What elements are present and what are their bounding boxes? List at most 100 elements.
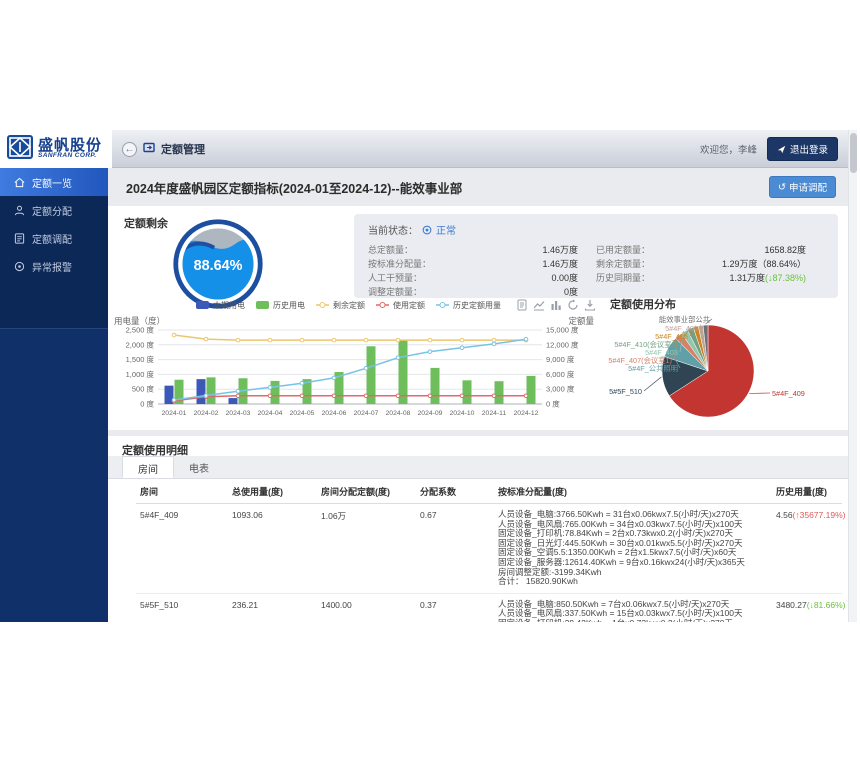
overview-card: 定额剩余 88.64% [108, 206, 848, 430]
quota-remaining-gauge: 88.64% [170, 216, 266, 312]
quota-detail-table: 房间 总使用量(度) 房间分配定额(度) 分配系数 按标准分配量(度) 历史用量… [136, 480, 845, 622]
logo-text-en: SANFRAN CORP. [38, 152, 97, 160]
cell-total: 1093.06 [228, 503, 317, 594]
cell-alloc: 1.06万 [317, 503, 416, 594]
svg-text:2024-10: 2024-10 [450, 410, 475, 417]
scrollbar-thumb[interactable] [850, 133, 857, 173]
sidebar-item-quota-overview[interactable]: 定额一览 [0, 168, 108, 196]
sidebar-item-quota-adjustment[interactable]: 定额调配 [0, 224, 108, 252]
cell-coef: 0.37 [416, 593, 494, 622]
cell-coef: 0.67 [416, 503, 494, 594]
table-row: 5#5F_510 236.21 1400.00 0.37 人员设备_电脑:850… [136, 593, 845, 622]
gauge-percent: 88.64% [194, 258, 243, 274]
logout-button[interactable]: 退出登录 [766, 137, 838, 161]
download-icon[interactable] [584, 298, 596, 311]
apply-adjustment-button[interactable]: ↺ 申请调配 [769, 176, 836, 198]
details-tabs: 房间 电表 [108, 456, 848, 479]
svg-text:使用定额: 使用定额 [393, 300, 425, 310]
cell-history: 4.56(↑35677.19%) [772, 503, 845, 594]
logo-text-cn: 盛帆股份 [38, 137, 103, 155]
home-icon [14, 177, 25, 187]
alarm-icon [14, 261, 25, 271]
cell-room: 5#5F_510 [136, 593, 228, 622]
breadcrumb: ← 定额管理 [122, 130, 205, 168]
svg-text:3,000 度: 3,000 度 [546, 384, 575, 394]
svg-text:5#4F_409: 5#4F_409 [772, 389, 805, 398]
svg-text:用电量（度）: 用电量（度） [114, 316, 165, 326]
module-title: 定额管理 [161, 144, 205, 156]
svg-text:5#4F_410(会议室2): 5#4F_410(会议室2) [614, 340, 678, 349]
switch-line-icon[interactable] [533, 298, 545, 311]
status-dot-icon [422, 225, 432, 234]
details-card: 定额使用明细 房间 电表 房间 总使用量(度) 房间分配定额(度) 分配系数 按… [108, 436, 848, 622]
svg-text:12,000 度: 12,000 度 [546, 339, 579, 349]
svg-text:2024-02: 2024-02 [194, 410, 219, 417]
switch-bar-icon[interactable] [550, 298, 562, 310]
welcome-text: 欢迎您，李峰 [699, 145, 757, 156]
details-title: 定额使用明细 [122, 445, 188, 457]
svg-text:5#4F_407(会议室1): 5#4F_407(会议室1) [608, 356, 672, 365]
sidebar-item-quota-allocation[interactable]: 定额分配 [0, 196, 108, 224]
svg-text:5#4F_公共照明: 5#4F_公共照明 [628, 364, 678, 373]
svg-text:历史用电: 历史用电 [273, 300, 305, 310]
title-bar: 2024年度盛帆园区定额指标(2024-01至2024-12)--能效事业部 ↺… [108, 168, 848, 206]
cell-total: 236.21 [228, 593, 317, 622]
svg-text:9,000 度: 9,000 度 [546, 354, 575, 364]
app-window: 盛帆股份 SANFRAN CORP. ← 定额管理 欢迎您，李峰 [0, 130, 857, 622]
data-view-icon[interactable] [516, 298, 528, 311]
stat-total-quota: 总定额量： 1.46万度 [368, 244, 578, 255]
stat-used-quota: 已用定额量： 1658.82度 [596, 244, 806, 255]
svg-text:2024-03: 2024-03 [226, 410, 251, 417]
table-header-row: 房间 总使用量(度) 房间分配定额(度) 分配系数 按标准分配量(度) 历史用量… [136, 480, 842, 504]
status-panel: 当前状态： 正常 总定额量： 1.46万度 按标准分配量： 1.46万度 人工干预量… [354, 214, 838, 298]
stat-remaining-quota: 剩余定额量： 1.29万度（88.64%） [596, 258, 806, 269]
sidebar-lower-panel [0, 328, 108, 622]
tab-room[interactable]: 房间 [122, 456, 174, 478]
svg-text:15,000 度: 15,000 度 [546, 325, 579, 335]
logo: 盛帆股份 SANFRAN CORP. [0, 130, 112, 168]
svg-text:2024-07: 2024-07 [354, 410, 379, 417]
send-icon [777, 145, 786, 153]
status-value: 正常 [436, 226, 456, 237]
quota-distribution-panel: 定额使用分布 5#4F_409 5#5F_510 5#4F_公共照明 5#4F_407… [598, 294, 846, 428]
page-title: 2024年度盛帆园区定额指标(2024-01至2024-12)--能效事业部 [126, 181, 463, 196]
vertical-scrollbar[interactable] [848, 130, 857, 622]
svg-text:0 度: 0 度 [546, 399, 560, 409]
svg-text:5#5F_510: 5#5F_510 [609, 387, 642, 396]
stat-history-period: 历史同期量： 1.31万度(↓87.38%) [596, 272, 806, 283]
svg-text:2024-04: 2024-04 [258, 410, 283, 417]
status-label: 当前状态： [368, 226, 418, 237]
svg-text:5#4F_406: 5#4F_406 [665, 324, 698, 333]
svg-text:2,500 度: 2,500 度 [126, 325, 155, 335]
usage-trend-chart: 本期用电 历史用电 剩余定额 使用定额 历史定额用量用电量（度） 定额量 0 度 500 度 1… [112, 298, 596, 428]
svg-text:2024-06: 2024-06 [322, 410, 347, 417]
sidebar-item-abnormal-alarm[interactable]: 异常报警 [0, 252, 108, 280]
tab-meter[interactable]: 电表 [189, 464, 209, 475]
svg-text:2024-08: 2024-08 [386, 410, 411, 417]
back-icon[interactable]: ← [122, 141, 137, 157]
svg-text:5#4F_403: 5#4F_403 [645, 348, 678, 357]
table-row: 5#4F_409 1093.06 1.06万 0.67 人员设备_电脑:3766… [136, 503, 845, 594]
svg-text:定额量: 定额量 [568, 316, 594, 326]
svg-text:6,000 度: 6,000 度 [546, 369, 575, 379]
svg-text:剩余定额: 剩余定额 [333, 300, 365, 310]
pie-chart-title: 定额使用分布 [610, 299, 676, 311]
cell-history: 3480.27(↓81.66%) [772, 593, 845, 622]
reallocate-icon: ↺ [778, 181, 786, 193]
stat-adjusted-quota: 调整定额量： 0度 [368, 286, 578, 297]
module-icon [143, 140, 155, 158]
svg-text:500 度: 500 度 [132, 384, 155, 394]
cell-alloc: 1400.00 [317, 593, 416, 622]
svg-text:本期用电: 本期用电 [213, 300, 245, 310]
svg-text:0 度: 0 度 [140, 399, 154, 409]
quota-remaining-label: 定额剩余 [124, 218, 168, 230]
svg-text:能效事业部公共: 能效事业部公共 [659, 315, 710, 324]
svg-text:历史定额用量: 历史定额用量 [453, 300, 501, 310]
svg-text:1,000 度: 1,000 度 [126, 369, 155, 379]
refresh-icon[interactable] [567, 298, 579, 310]
cell-standard-breakdown: 人员设备_电脑:850.50Kwh = 7台x0.06kwx7.5(小时/天)x… [494, 593, 772, 622]
main-content: 2024年度盛帆园区定额指标(2024-01至2024-12)--能效事业部 ↺… [108, 168, 848, 622]
cell-room: 5#4F_409 [136, 503, 228, 594]
svg-text:2024-11: 2024-11 [482, 410, 507, 417]
